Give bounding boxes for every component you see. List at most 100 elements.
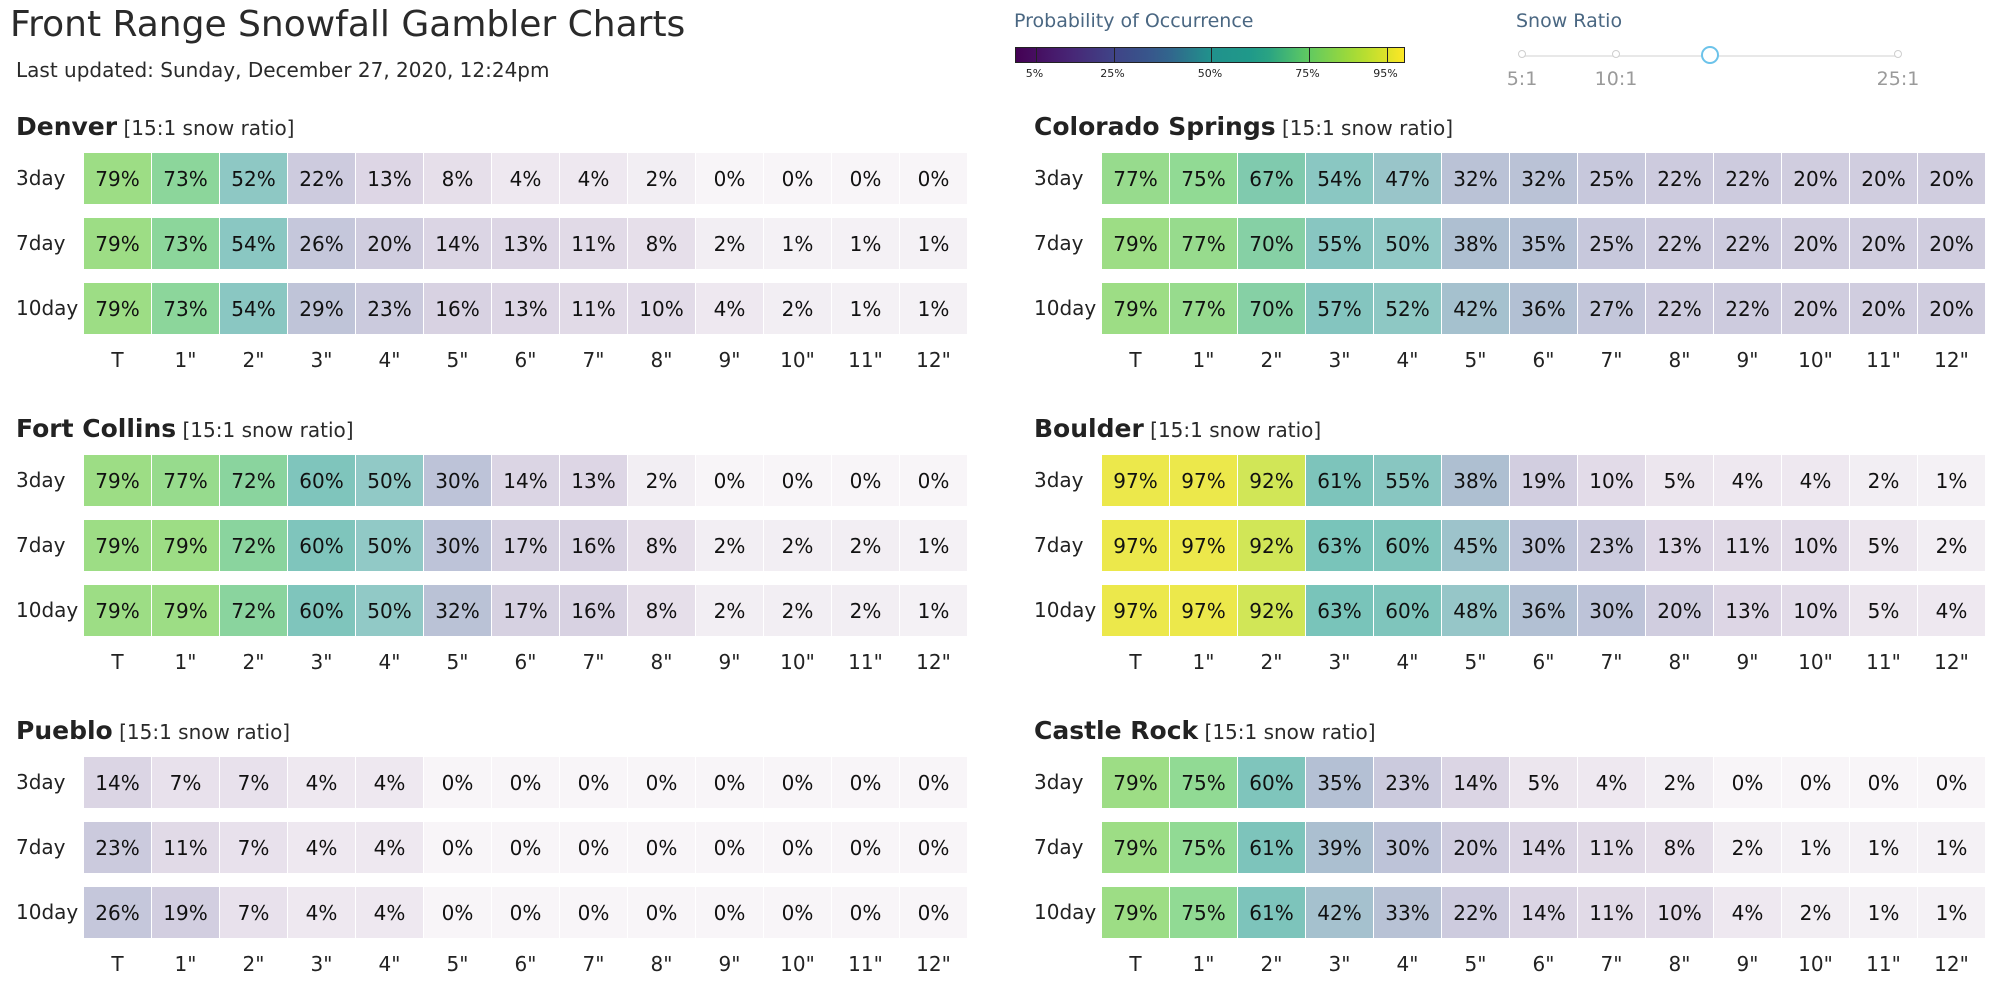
probability-cell[interactable]: 79% — [1102, 887, 1169, 938]
probability-cell[interactable]: 5% — [1510, 757, 1577, 808]
probability-cell[interactable]: 14% — [424, 218, 491, 269]
probability-cell[interactable]: 61% — [1238, 822, 1305, 873]
probability-cell[interactable]: 4% — [288, 822, 355, 873]
probability-cell[interactable]: 19% — [152, 887, 219, 938]
probability-cell[interactable]: 5% — [1850, 520, 1917, 571]
probability-cell[interactable]: 77% — [152, 455, 219, 506]
probability-cell[interactable]: 79% — [84, 283, 151, 334]
probability-cell[interactable]: 32% — [1442, 153, 1509, 204]
probability-cell[interactable]: 97% — [1170, 455, 1237, 506]
probability-cell[interactable]: 7% — [220, 822, 287, 873]
probability-cell[interactable]: 4% — [1918, 585, 1985, 636]
probability-cell[interactable]: 29% — [288, 283, 355, 334]
probability-cell[interactable]: 14% — [1510, 822, 1577, 873]
probability-cell[interactable]: 32% — [424, 585, 491, 636]
probability-cell[interactable]: 10% — [1782, 585, 1849, 636]
probability-cell[interactable]: 79% — [152, 520, 219, 571]
probability-cell[interactable]: 23% — [84, 822, 151, 873]
probability-cell[interactable]: 0% — [628, 887, 695, 938]
probability-cell[interactable]: 13% — [1714, 585, 1781, 636]
probability-cell[interactable]: 2% — [696, 520, 763, 571]
probability-cell[interactable]: 79% — [84, 153, 151, 204]
probability-cell[interactable]: 2% — [764, 283, 831, 334]
probability-cell[interactable]: 14% — [1442, 757, 1509, 808]
probability-cell[interactable]: 61% — [1238, 887, 1305, 938]
probability-cell[interactable]: 72% — [220, 585, 287, 636]
probability-cell[interactable]: 30% — [424, 455, 491, 506]
probability-cell[interactable]: 16% — [560, 520, 627, 571]
probability-cell[interactable]: 25% — [1578, 218, 1645, 269]
probability-cell[interactable]: 0% — [764, 757, 831, 808]
probability-cell[interactable]: 0% — [628, 757, 695, 808]
probability-cell[interactable]: 8% — [628, 585, 695, 636]
probability-cell[interactable]: 0% — [1850, 757, 1917, 808]
probability-cell[interactable]: 2% — [832, 585, 899, 636]
probability-cell[interactable]: 47% — [1374, 153, 1441, 204]
probability-cell[interactable]: 19% — [1510, 455, 1577, 506]
probability-cell[interactable]: 55% — [1306, 218, 1373, 269]
probability-cell[interactable]: 0% — [764, 887, 831, 938]
slider-stop[interactable] — [1894, 50, 1902, 58]
probability-cell[interactable]: 2% — [1850, 455, 1917, 506]
probability-cell[interactable]: 0% — [764, 822, 831, 873]
probability-cell[interactable]: 5% — [1850, 585, 1917, 636]
probability-cell[interactable]: 23% — [356, 283, 423, 334]
probability-cell[interactable]: 1% — [900, 585, 967, 636]
probability-cell[interactable]: 1% — [764, 218, 831, 269]
probability-cell[interactable]: 0% — [696, 757, 763, 808]
probability-cell[interactable]: 97% — [1102, 585, 1169, 636]
probability-cell[interactable]: 1% — [1850, 822, 1917, 873]
probability-cell[interactable]: 1% — [900, 520, 967, 571]
probability-cell[interactable]: 67% — [1238, 153, 1305, 204]
probability-cell[interactable]: 0% — [832, 757, 899, 808]
probability-cell[interactable]: 97% — [1102, 520, 1169, 571]
probability-cell[interactable]: 0% — [900, 822, 967, 873]
probability-cell[interactable]: 0% — [696, 455, 763, 506]
probability-cell[interactable]: 7% — [220, 887, 287, 938]
probability-cell[interactable]: 2% — [1782, 887, 1849, 938]
probability-cell[interactable]: 79% — [1102, 757, 1169, 808]
probability-cell[interactable]: 0% — [424, 822, 491, 873]
probability-cell[interactable]: 20% — [1850, 218, 1917, 269]
probability-cell[interactable]: 0% — [696, 887, 763, 938]
probability-cell[interactable]: 0% — [1714, 757, 1781, 808]
probability-cell[interactable]: 2% — [628, 153, 695, 204]
probability-cell[interactable]: 4% — [1714, 887, 1781, 938]
probability-cell[interactable]: 0% — [832, 455, 899, 506]
probability-cell[interactable]: 25% — [1578, 153, 1645, 204]
probability-cell[interactable]: 4% — [288, 757, 355, 808]
probability-cell[interactable]: 0% — [560, 822, 627, 873]
probability-cell[interactable]: 11% — [1578, 887, 1645, 938]
probability-cell[interactable]: 4% — [492, 153, 559, 204]
probability-cell[interactable]: 92% — [1238, 585, 1305, 636]
probability-cell[interactable]: 54% — [220, 218, 287, 269]
probability-cell[interactable]: 70% — [1238, 218, 1305, 269]
probability-cell[interactable]: 11% — [152, 822, 219, 873]
probability-cell[interactable]: 7% — [220, 757, 287, 808]
probability-cell[interactable]: 23% — [1578, 520, 1645, 571]
probability-cell[interactable]: 38% — [1442, 455, 1509, 506]
probability-cell[interactable]: 20% — [1782, 283, 1849, 334]
probability-cell[interactable]: 30% — [1578, 585, 1645, 636]
probability-cell[interactable]: 50% — [356, 585, 423, 636]
probability-cell[interactable]: 4% — [1782, 455, 1849, 506]
probability-cell[interactable]: 79% — [84, 455, 151, 506]
probability-cell[interactable]: 2% — [628, 455, 695, 506]
probability-cell[interactable]: 42% — [1306, 887, 1373, 938]
probability-cell[interactable]: 14% — [84, 757, 151, 808]
probability-cell[interactable]: 10% — [1646, 887, 1713, 938]
probability-cell[interactable]: 77% — [1170, 218, 1237, 269]
probability-cell[interactable]: 2% — [764, 520, 831, 571]
probability-cell[interactable]: 4% — [356, 822, 423, 873]
probability-cell[interactable]: 52% — [220, 153, 287, 204]
probability-cell[interactable]: 20% — [1646, 585, 1713, 636]
probability-cell[interactable]: 30% — [1510, 520, 1577, 571]
probability-cell[interactable]: 0% — [764, 455, 831, 506]
probability-cell[interactable]: 0% — [560, 757, 627, 808]
probability-cell[interactable]: 35% — [1306, 757, 1373, 808]
probability-cell[interactable]: 92% — [1238, 455, 1305, 506]
slider-stop[interactable] — [1612, 50, 1620, 58]
probability-cell[interactable]: 79% — [152, 585, 219, 636]
probability-cell[interactable]: 75% — [1170, 757, 1237, 808]
probability-cell[interactable]: 23% — [1374, 757, 1441, 808]
